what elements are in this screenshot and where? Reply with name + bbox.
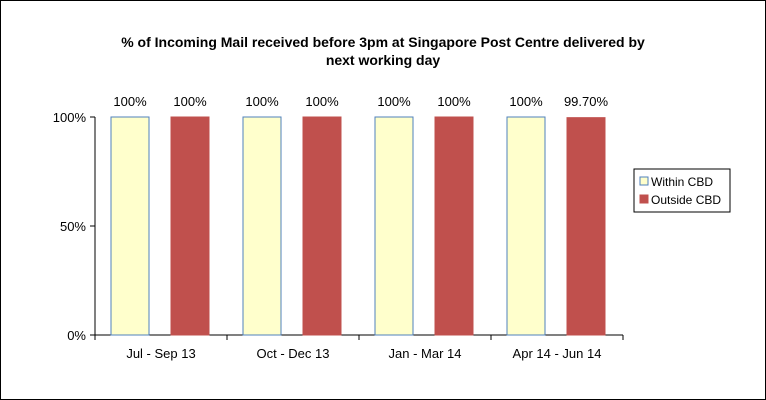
plot-area: 0% 50% 100% 100% 100% Jul - Sep 13 100% 100% Oct…: [53, 94, 624, 361]
data-label: 100%: [305, 94, 339, 109]
data-label: 100%: [509, 94, 543, 109]
bar-outside-cbd: [434, 116, 474, 336]
data-label: 100%: [113, 94, 147, 109]
data-label: 99.70%: [564, 94, 609, 109]
x-tick-label: Jul - Sep 13: [126, 346, 195, 361]
bar-within-cbd: [374, 116, 414, 336]
legend: Within CBD Outside CBD: [633, 168, 731, 213]
y-tick-label: 50%: [60, 219, 86, 234]
x-tick-label: Apr 14 - Jun 14: [513, 346, 602, 361]
bar-within-cbd: [110, 116, 150, 336]
data-label: 100%: [377, 94, 411, 109]
bar-outside-cbd: [170, 116, 210, 336]
y-tick-label: 0%: [67, 328, 86, 343]
bar-outside-cbd: [566, 117, 606, 336]
legend-label: Within CBD: [651, 175, 713, 189]
bar-outside-cbd: [302, 116, 342, 336]
x-tick-label: Oct - Dec 13: [257, 346, 330, 361]
y-tick-label: 100%: [53, 110, 87, 125]
chart-title-line-1: % of Incoming Mail received before 3pm a…: [121, 34, 645, 50]
legend-swatch: [639, 176, 649, 186]
x-tick-label: Jan - Mar 14: [389, 346, 462, 361]
data-label: 100%: [437, 94, 471, 109]
legend-swatch: [639, 194, 649, 204]
legend-label: Outside CBD: [651, 193, 721, 207]
chart-title-line-2: next working day: [326, 52, 441, 68]
data-label: 100%: [245, 94, 279, 109]
bar-within-cbd: [506, 116, 546, 336]
bar-within-cbd: [242, 116, 282, 336]
data-label: 100%: [173, 94, 207, 109]
legend-box: [633, 168, 731, 213]
